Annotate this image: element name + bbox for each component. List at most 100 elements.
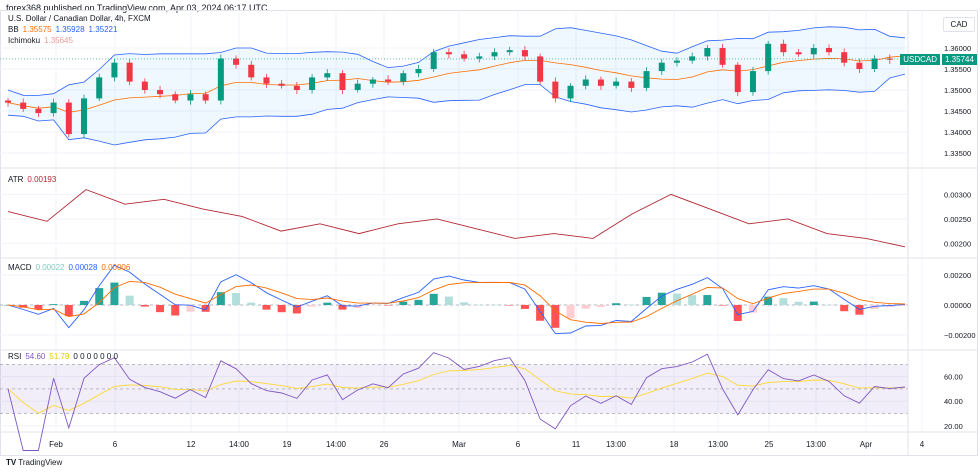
candle-body: [765, 43, 772, 72]
candle-body: [552, 81, 559, 99]
macd-histogram-bar: [171, 305, 180, 316]
x-tick-label: 13:00: [806, 440, 827, 449]
brand-name: TradingView: [18, 458, 63, 467]
atr-label: ATR: [8, 175, 24, 184]
y-tick-label: 0.00000: [944, 301, 971, 310]
candle-body: [385, 79, 392, 82]
candle-body: [141, 81, 148, 90]
legend-bb[interactable]: BB 1.35575 1.35928 1.35221: [8, 25, 121, 34]
rsi-label: RSI: [8, 352, 22, 361]
candle-body: [354, 83, 361, 90]
candle-body: [430, 52, 437, 69]
candle-body: [278, 83, 285, 86]
macd-signal-line: [7, 280, 906, 324]
macd-histogram-bar: [80, 300, 89, 305]
macd-histogram-bar: [429, 293, 438, 305]
last-price-tag: 1.35744: [942, 54, 977, 65]
rsi-extra-values: 0 0 0 0 0 0 0: [73, 352, 118, 361]
macd-histogram-bar: [323, 302, 332, 305]
macd-histogram-bar: [520, 305, 529, 309]
candle-body: [96, 77, 103, 99]
y-tick-label: 1.35500: [944, 65, 971, 74]
candle-body: [521, 50, 528, 57]
y-tick-label: 1.33500: [944, 149, 971, 158]
rsi-line: [7, 352, 906, 451]
candle-body: [339, 73, 346, 90]
x-tick-label: 18: [670, 440, 679, 449]
candle-body: [461, 54, 468, 59]
macd-line: [7, 264, 906, 335]
macd-histogram-bar: [156, 305, 165, 313]
macd-histogram-bar: [536, 305, 545, 321]
macd-histogram-bar: [642, 296, 651, 305]
macd-signal-value: 0.00006: [101, 263, 131, 272]
candle-body: [567, 85, 574, 99]
macd-histogram-bar: [672, 293, 681, 305]
y-tick-label: 1.36000: [944, 44, 971, 53]
macd-histogram-bar: [733, 305, 742, 322]
candle-body: [217, 58, 224, 101]
macd-histogram-bar: [718, 305, 727, 306]
macd-histogram-bar: [338, 305, 347, 310]
y-tick-label: 1.34500: [944, 107, 971, 116]
legend-ichimoku[interactable]: Ichimoku 1.35645: [8, 36, 77, 45]
x-tick-label: 4: [920, 440, 925, 449]
macd-histogram-bar: [779, 298, 788, 305]
bb-lower: 1.35221: [88, 25, 118, 34]
candle-body: [20, 102, 27, 109]
x-tick-label: 19: [283, 440, 292, 449]
candle-body: [293, 85, 300, 90]
candle-body: [734, 64, 741, 93]
y-tick-label: 0.00250: [944, 215, 971, 224]
bb-upper-line: [7, 26, 906, 96]
bb-basis: 1.35575: [22, 25, 52, 34]
candle-body: [810, 48, 817, 55]
candle-body: [202, 94, 209, 101]
x-tick-label: 12: [187, 440, 196, 449]
candle-body: [871, 58, 878, 69]
macd-histogram-bar: [627, 304, 636, 305]
macd-histogram-bar: [794, 301, 803, 305]
candle-body: [157, 90, 164, 95]
candle-body: [825, 48, 832, 53]
candle-body: [673, 60, 680, 63]
x-tick-label: Feb: [49, 440, 63, 449]
y-tick-label: 60.00: [944, 373, 963, 382]
candle-body: [597, 79, 604, 86]
legend-symbol: U.S. Dollar / Canadian Dollar, 4h, FXCM: [8, 14, 155, 23]
macd-histogram-bar: [748, 305, 757, 313]
macd-histogram-bar: [368, 305, 377, 306]
chart-frame[interactable]: [0, 10, 978, 456]
legend-rsi[interactable]: RSI 54.60 51.79 0 0 0 0 0 0 0: [8, 352, 122, 361]
legend-atr[interactable]: ATR 0.00193: [8, 175, 60, 184]
macd-histogram-bar: [125, 295, 134, 305]
x-tick-label: 26: [380, 440, 389, 449]
candle-body: [780, 43, 787, 53]
y-tick-label: 0.00200: [944, 271, 971, 280]
macd-histogram-bar: [870, 305, 879, 309]
macd-histogram-bar: [566, 305, 575, 319]
y-tick-label: 20.00: [944, 422, 963, 431]
macd-histogram-bar: [186, 305, 195, 312]
candle-body: [613, 81, 620, 86]
candle-body: [233, 58, 240, 65]
candle-body: [795, 52, 802, 55]
macd-histogram-bar: [216, 292, 225, 305]
x-tick-label: Apr: [860, 440, 873, 449]
tradingview-logo[interactable]: TV TradingView: [6, 458, 62, 467]
macd-histogram-bar: [444, 296, 453, 305]
candle-body: [719, 48, 726, 65]
x-tick-label: 14:00: [229, 440, 250, 449]
candle-body: [111, 62, 118, 78]
macd-histogram-bar: [308, 305, 317, 307]
macd-histogram-bar: [505, 305, 514, 306]
x-tick-label: 13:00: [606, 440, 627, 449]
macd-histogram-bar: [262, 305, 271, 310]
currency-button[interactable]: CAD: [943, 17, 975, 32]
x-tick-label: Mar: [452, 440, 466, 449]
legend-macd[interactable]: MACD 0.00022 0.00028 0.00006: [8, 263, 134, 272]
macd-histogram-bar: [809, 301, 818, 305]
x-tick-label: 25: [765, 440, 774, 449]
macd-histogram-bar: [49, 304, 58, 305]
